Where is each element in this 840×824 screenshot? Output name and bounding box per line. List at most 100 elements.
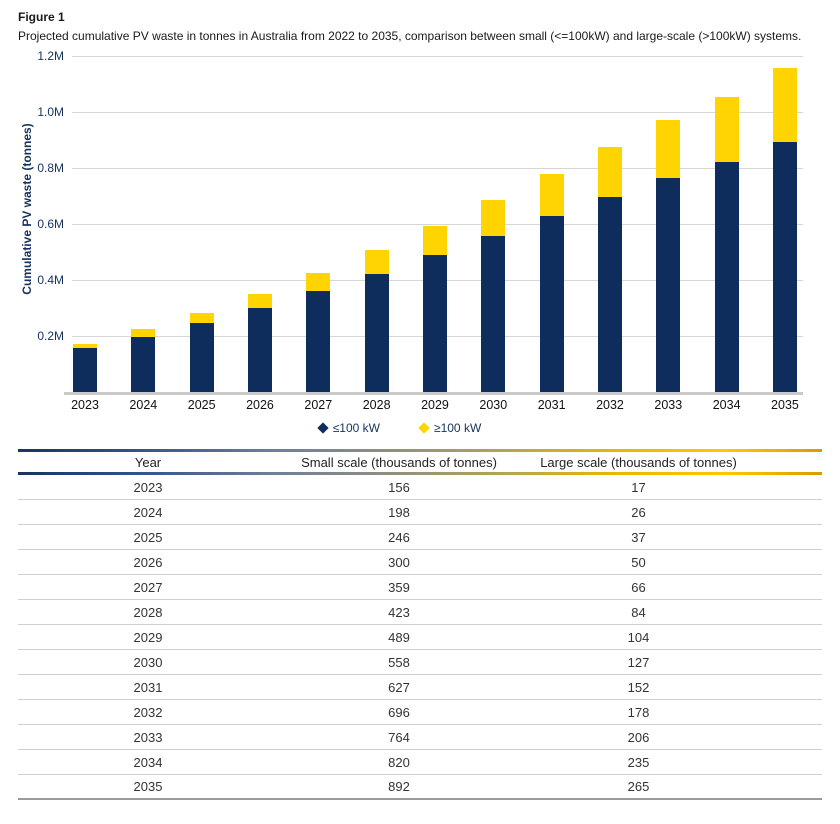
bar-2032-small-segment [597,197,622,392]
cell-year: 2030 [133,654,163,670]
bar-2033-small-segment [656,178,681,392]
bar-2025 [189,312,214,392]
legend-label: ≥100 kW [434,421,482,435]
bar-2024-large-segment [131,329,156,337]
bar-2029-large-segment [422,225,447,256]
bar-2027 [306,273,331,392]
y-tick-label-1.2M: 1.2M [37,49,64,63]
x-tick-label-2034: 2034 [712,398,741,412]
cell-year: 2032 [133,704,163,720]
bar-2027-large-segment [306,273,331,292]
y-tick-label-0.4M: 0.4M [37,273,64,287]
table-row-2032: 2032 696 178 [18,700,822,725]
table-row-2028: 2028 423 84 [18,600,822,625]
figure-caption: Projected cumulative PV waste in tonnes … [18,29,802,43]
cell-year: 2027 [133,579,163,595]
bar-2033-large-segment [656,120,681,179]
table-row-2026: 2026 300 50 [18,550,822,575]
bar-2033 [656,120,681,392]
chart-legend: ≤100 kW ≥100 kW [0,421,800,435]
cell-year: 2035 [133,779,163,794]
bar-2023 [73,343,97,392]
table-row-2034: 2034 820 235 [18,750,822,775]
cell-large-scale: 84 [631,604,646,620]
bar-2032-large-segment [597,147,622,198]
cell-year: 2025 [133,529,163,545]
column-header-year: Year [134,454,162,470]
table-row-2027: 2027 359 66 [18,575,822,600]
cell-small-scale: 246 [388,529,410,545]
x-tick-label-2025: 2025 [187,398,216,412]
x-tick-label-2029: 2029 [421,398,449,412]
cell-large-scale: 37 [631,529,646,545]
table-row-2033: 2033 764 206 [18,725,822,750]
bar-2027-small-segment [306,291,331,392]
cell-small-scale: 359 [388,579,410,595]
legend-item-large-scale: ≥100 kW [418,421,482,435]
x-tick-label-2027: 2027 [304,398,333,412]
column-header-large-scale: Large scale (thousands of tonnes) [540,454,737,470]
table-row-2035: 2035 892 265 [18,775,822,800]
bar-2026-large-segment [247,294,272,308]
cell-small-scale: 198 [388,504,410,520]
cell-large-scale: 152 [627,679,650,695]
small-scale-diamond-icon [317,422,329,434]
table-header-row: Year Small scale (thousands of tonnes) L… [18,452,822,472]
cell-small-scale: 489 [388,629,410,645]
table-row-2023: 2023 156 17 [18,475,822,500]
bar-2031-small-segment [539,216,564,392]
bar-2028-small-segment [364,273,389,392]
cell-small-scale: 627 [388,679,410,695]
cell-small-scale: 300 [388,554,410,570]
table-top-rule [18,449,822,452]
y-tick-label-1.0M: 1.0M [37,105,64,119]
bar-2032 [597,147,622,392]
gridline-1200 [72,56,803,57]
bar-2024 [131,329,156,392]
table-row-2030: 2030 558 127 [18,650,822,675]
bar-2034-large-segment [714,96,739,163]
bar-2029-small-segment [422,255,447,392]
gridline-800 [72,168,803,169]
cell-large-scale: 66 [631,579,646,595]
cell-small-scale: 423 [388,604,410,620]
x-tick-label-2024: 2024 [129,398,158,412]
bar-2034-small-segment [714,162,739,392]
cell-large-scale: 104 [627,629,650,645]
table-row-2029: 2029 489 104 [18,625,822,650]
bar-2031 [539,173,564,392]
bar-2035-small-segment [772,142,797,392]
cell-year: 2024 [133,504,163,520]
gridline-1000 [72,112,803,113]
cell-small-scale: 696 [388,704,410,720]
bar-2026-small-segment [247,308,272,392]
gridline-600 [72,224,803,225]
bar-2029 [422,225,447,392]
cell-year: 2023 [133,479,163,495]
cell-large-scale: 235 [627,754,650,770]
data-table: Year Small scale (thousands of tonnes) L… [18,449,822,800]
column-header-small-scale: Small scale (thousands of tonnes) [301,454,497,470]
bar-2034 [714,96,739,392]
table-row-2031: 2031 627 152 [18,675,822,700]
legend-label: ≤100 kW [332,421,380,435]
table-header-rule [18,472,822,475]
bar-2035 [772,68,797,392]
cell-year: 2026 [133,554,163,570]
table-row-2025: 2025 246 37 [18,525,822,550]
table-body: 2023 156 17 2024 198 26 2025 246 37 2026 300 50 2027… [18,475,822,800]
x-tick-label-2035: 2035 [771,398,799,412]
cell-year: 2031 [133,679,163,695]
x-tick-label-2026: 2026 [246,398,274,412]
cell-large-scale: 127 [627,654,650,670]
x-tick-label-2033: 2033 [654,398,683,412]
y-tick-label-0.2M: 0.2M [37,329,64,343]
x-tick-label-2023: 2023 [71,398,99,412]
cell-small-scale: 820 [388,754,410,770]
cell-year: 2033 [133,729,163,745]
bar-2035-large-segment [772,68,797,143]
cell-small-scale: 764 [388,729,410,745]
cell-year: 2028 [133,604,163,620]
bar-2026 [247,294,272,392]
bar-2024-small-segment [131,336,156,392]
